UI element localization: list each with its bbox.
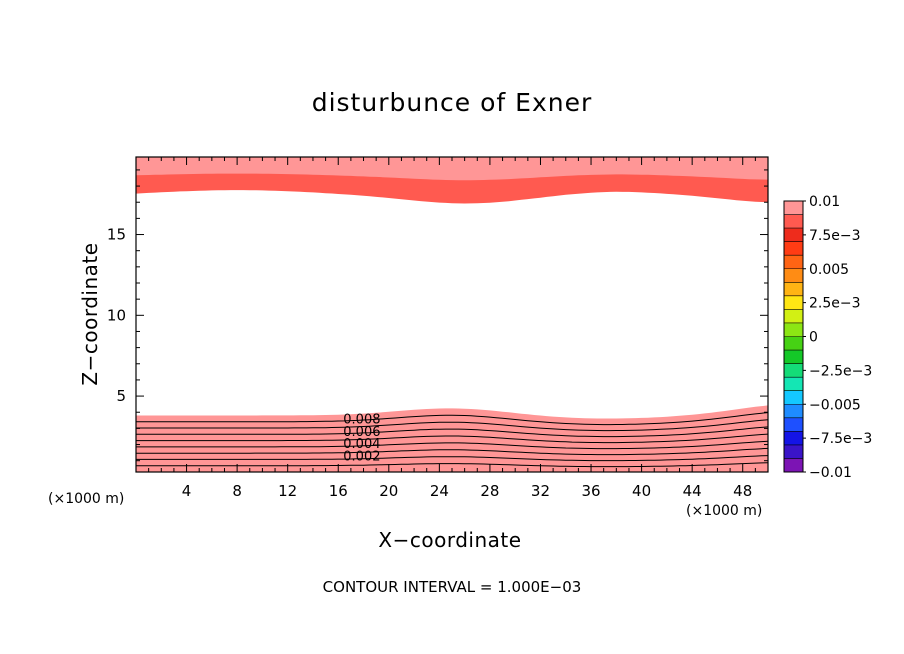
x-tick-label: 16 <box>329 482 348 500</box>
x-tick-label: 40 <box>632 482 651 500</box>
contour-label: 0.004 <box>343 437 380 452</box>
x-tick-label: 20 <box>379 482 398 500</box>
colorbar-swatch <box>784 417 803 432</box>
contour-line <box>136 440 768 450</box>
colorbar-swatch <box>784 228 803 242</box>
x-tick-label: 4 <box>182 482 192 500</box>
contour-line <box>136 412 768 426</box>
colorbar-swatch <box>784 309 803 324</box>
colorbar-swatch <box>784 295 803 310</box>
contour-band <box>136 157 768 181</box>
x-tick-label: 24 <box>430 482 449 500</box>
colorbar-swatch <box>784 336 803 351</box>
x-tick-label: 36 <box>581 482 600 500</box>
colorbar-swatch <box>784 322 803 337</box>
x-tick-label: 28 <box>480 482 499 500</box>
contour-line <box>136 433 768 444</box>
contour-line <box>136 447 768 456</box>
colorbar-tick-label: −7.5e−3 <box>809 431 872 447</box>
x-tick-label: 8 <box>232 482 242 500</box>
x-tick-label: 48 <box>733 482 752 500</box>
colorbar-swatch <box>784 458 803 473</box>
contour-line <box>136 455 768 462</box>
plot-area <box>136 157 768 472</box>
y-tick-label: 10 <box>107 306 126 324</box>
colorbar-swatch <box>784 214 803 229</box>
colorbar-tick-label: −0.005 <box>809 397 861 413</box>
contour-line <box>136 426 768 438</box>
contour-label: 0.002 <box>343 449 380 464</box>
colorbar-swatch <box>784 404 803 419</box>
contour-label: 0.008 <box>343 413 380 428</box>
y-tick-label: 15 <box>107 226 126 244</box>
colorbar-swatch <box>784 363 803 378</box>
chart-title: disturbunce of Exner <box>311 88 593 117</box>
colorbar-swatch <box>784 201 803 215</box>
x-tick-label: 44 <box>683 482 702 500</box>
colorbar-swatch <box>784 282 803 297</box>
x-tick-label: 32 <box>531 482 550 500</box>
colorbar-swatch <box>784 444 803 459</box>
colorbar-tick-label: −0.01 <box>809 465 852 481</box>
colorbar-tick-label: −2.5e−3 <box>809 363 872 379</box>
y-tick-label: 5 <box>116 387 126 405</box>
x-tick-label: 12 <box>278 482 297 500</box>
contour-label: 0.006 <box>343 425 380 440</box>
contour-line <box>136 462 768 468</box>
colorbar-swatch <box>784 390 803 405</box>
contour-line <box>136 419 768 432</box>
colorbar-tick-label: 7.5e−3 <box>809 228 861 244</box>
colorbar-tick-label: 0.005 <box>809 262 849 278</box>
colorbar-swatch <box>784 350 803 364</box>
x-axis-label: X−coordinate <box>378 528 522 552</box>
contour-interval-note: CONTOUR INTERVAL = 1.000E−03 <box>322 578 582 596</box>
colorbar-tick-label: 0.01 <box>809 194 840 210</box>
x-unit-label: (×1000 m) <box>686 503 763 519</box>
colorbar-swatch <box>784 255 803 270</box>
y-unit-label: (×1000 m) <box>48 491 125 507</box>
colorbar-swatch <box>784 431 803 446</box>
colorbar-swatch <box>784 241 803 256</box>
colorbar-tick-label: 0 <box>809 330 818 346</box>
colorbar-tick-label: 2.5e−3 <box>809 296 861 312</box>
colorbar-swatch <box>784 377 803 391</box>
colorbar-swatch <box>784 268 803 283</box>
y-axis-label: Z−coordinate <box>78 242 102 386</box>
